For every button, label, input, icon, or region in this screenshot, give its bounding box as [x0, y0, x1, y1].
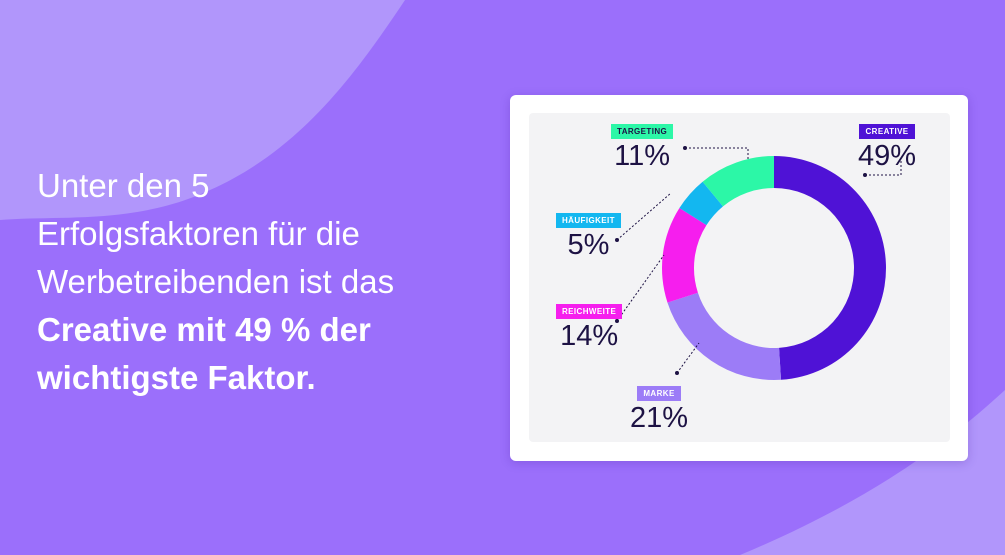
slice-targeting [702, 156, 774, 207]
slice-value-creative: 49% [858, 140, 917, 172]
headline-line-2: Erfolgsfaktoren für die [37, 215, 360, 252]
slice-value-marke: 21% [630, 402, 689, 434]
label-haeufigkeit: HÄUFIGKEIT 5% [556, 210, 621, 261]
chart-panel: CREATIVE 49% TARGETING 11% HÄUFIGKEIT 5%… [529, 113, 950, 442]
slice-value-haeufigkeit: 5% [567, 229, 610, 261]
label-targeting: TARGETING 11% [611, 121, 674, 172]
slice-tag-targeting: TARGETING [611, 124, 674, 139]
slice-tag-haeufigkeit: HÄUFIGKEIT [556, 213, 621, 228]
donut-chart [615, 146, 902, 380]
slice-tag-marke: MARKE [637, 386, 681, 401]
slice-value-targeting: 11% [614, 140, 670, 172]
leader-haeufigkeit [616, 192, 672, 241]
leader-marke-dot [675, 371, 679, 375]
slice-haeufigkeit [679, 181, 724, 226]
label-marke: MARKE 21% [630, 383, 688, 434]
slice-reichweite [662, 207, 707, 303]
leader-haeufigkeit-dot [615, 238, 619, 242]
slice-marke [667, 292, 782, 380]
slice-tag-creative: CREATIVE [859, 124, 915, 139]
leader-reichweite [616, 254, 665, 322]
slice-tag-reichweite: REICHWEITE [556, 304, 623, 319]
slice-creative [774, 156, 887, 380]
leader-targeting [685, 147, 749, 159]
label-creative: CREATIVE 49% [858, 121, 916, 172]
headline: Unter den 5 Erfolgsfaktoren für die Werb… [37, 162, 487, 402]
slice-value-reichweite: 14% [560, 320, 619, 352]
headline-line-4-bold: Creative mit 49 % der [37, 311, 371, 348]
leader-targeting-dot [683, 146, 687, 150]
label-reichweite: REICHWEITE 14% [556, 301, 623, 352]
headline-line-1: Unter den 5 [37, 167, 210, 204]
leader-creative [865, 160, 902, 176]
leader-creative-dot [863, 173, 867, 177]
chart-card: CREATIVE 49% TARGETING 11% HÄUFIGKEIT 5%… [510, 95, 968, 461]
headline-line-3: Werbetreibenden ist das [37, 263, 395, 300]
leader-reichweite-dot [615, 319, 619, 323]
headline-line-5-bold: wichtigste Faktor. [37, 359, 316, 396]
